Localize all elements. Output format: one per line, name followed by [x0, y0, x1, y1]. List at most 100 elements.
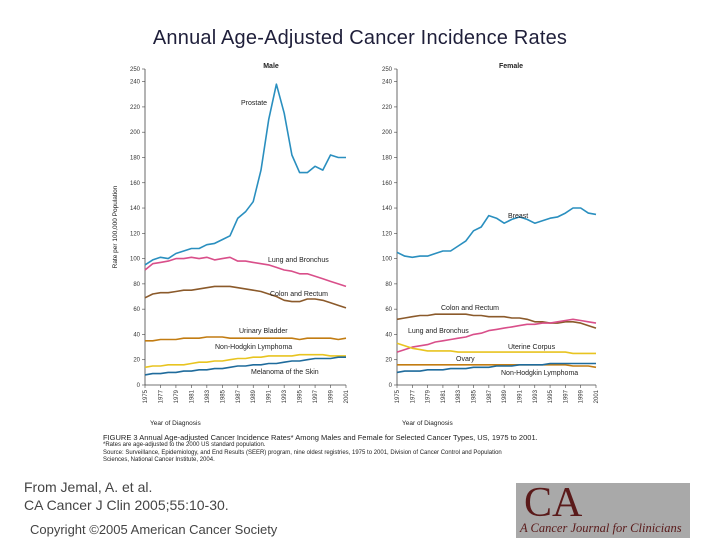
- y-tick-label: 200: [382, 130, 393, 136]
- series-line-colon-and-rectum: [144, 285, 347, 309]
- series-label-lung-and-bronchus: Lung and Bronchus: [408, 328, 469, 335]
- x-tick-label: 1981: [189, 389, 195, 403]
- y-tick-label: 250: [382, 67, 393, 73]
- series-label-lung-and-bronchus: Lung and Bronchus: [268, 257, 329, 264]
- x-tick-label: 1985: [220, 389, 226, 403]
- series-label-non-hodgkin-lymphoma: Non-Hodgkin Lymphoma: [501, 370, 578, 377]
- y-tick-label: 0: [137, 383, 141, 389]
- source-authors: From Jemal, A. et al.: [24, 479, 153, 495]
- x-tick-label: 1987: [487, 389, 493, 403]
- x-tick-label: 1989: [251, 389, 257, 403]
- figure-caption: FIGURE 3 Annual Age-adjusted Cancer Inci…: [103, 433, 614, 465]
- x-tick-label: 1977: [158, 389, 164, 403]
- journal-logo: CA A Cancer Journal for Clinicians: [516, 480, 690, 538]
- x-tick-label: 1993: [533, 389, 539, 403]
- x-tick-label: 1985: [472, 389, 478, 403]
- y-tick-label: 40: [133, 332, 140, 338]
- series-line-urinary-bladder: [145, 336, 347, 342]
- y-tick-label: 60: [133, 307, 140, 313]
- source-journal: CA Cancer J Clin 2005;55:10-30.: [24, 497, 229, 513]
- series-line-non-hodgkin-lymphoma: [144, 353, 346, 369]
- y-tick-label: 80: [385, 282, 392, 288]
- source-citation: From Jemal, A. et al. CA Cancer J Clin 2…: [24, 478, 229, 514]
- series-line-colon-and-rectum: [396, 313, 597, 329]
- x-tick-label: 1999: [329, 389, 335, 403]
- x-tick-label: 1981: [441, 389, 447, 403]
- x-tick-label: 1979: [426, 389, 432, 403]
- x-tick-label: 1975: [143, 389, 149, 403]
- logo-journal-name: A Cancer Journal for Clinicians: [520, 521, 682, 535]
- series-line-non-hodgkin-lymphoma: [396, 362, 596, 374]
- y-tick-label: 120: [130, 231, 141, 237]
- x-tick-label: 1991: [267, 389, 273, 403]
- y-tick-label: 250: [130, 67, 141, 73]
- series-label-non-hodgkin-lymphoma: Non-Hodgkin Lymphoma: [215, 344, 292, 351]
- x-tick-label: 1999: [579, 389, 585, 403]
- series-line-ovary: [397, 363, 597, 369]
- caption-title: FIGURE 3 Annual Age-adjusted Cancer Inci…: [103, 433, 538, 442]
- y-tick-label: 160: [130, 181, 141, 187]
- y-tick-label: 200: [130, 130, 141, 136]
- series-line-lung-and-bronchus: [144, 256, 347, 288]
- series-label-uterine-corpus: Uterine Corpus: [508, 344, 556, 351]
- incidence-chart: 0204060801001201401601802002202402501975…: [112, 63, 600, 427]
- x-tick-label: 1983: [456, 389, 462, 403]
- series-label-ovary: Ovary: [456, 356, 475, 363]
- y-tick-label: 120: [382, 231, 393, 237]
- y-tick-label: 240: [130, 80, 141, 86]
- series-line-melanoma-of-the-skin: [144, 356, 346, 376]
- y-tick-label: 140: [130, 206, 141, 212]
- caption-source-cont: Sciences, National Cancer Institute, 200…: [103, 457, 215, 463]
- series-label-prostate: Prostate: [241, 100, 267, 107]
- y-tick-label: 180: [382, 155, 393, 161]
- x-axis-title: Year of Diagnosis: [150, 420, 201, 427]
- caption-source: Source: Surveillance, Epidemiology, and …: [103, 449, 502, 456]
- y-tick-label: 20: [385, 358, 392, 364]
- y-tick-label: 40: [385, 332, 392, 338]
- x-tick-label: 1997: [313, 389, 319, 403]
- x-axis-title: Year of Diagnosis: [402, 420, 453, 427]
- panel-title: Female: [499, 63, 523, 70]
- x-tick-label: 1993: [282, 389, 288, 403]
- y-tick-label: 80: [133, 282, 140, 288]
- y-tick-label: 20: [133, 358, 140, 364]
- series-label-melanoma-of-the-skin: Melanoma of the Skin: [251, 369, 319, 376]
- series-line-prostate: [144, 83, 346, 266]
- x-tick-label: 2001: [344, 389, 350, 403]
- figure: 0 20 40 60 80 100 120 140 160 180 200 220 240 250 1975…: [103, 53, 614, 470]
- y-tick-label: 160: [382, 181, 393, 187]
- y-tick-label: 220: [130, 105, 141, 111]
- x-tick-label: 1987: [236, 389, 242, 403]
- y-tick-label: 0: [389, 383, 393, 389]
- x-tick-label: 2001: [594, 389, 600, 403]
- series-label-breast: Breast: [508, 213, 528, 220]
- x-tick-label: 1991: [517, 389, 523, 403]
- series-line-lung-and-bronchus: [396, 318, 597, 353]
- caption-note: *Rates are age-adjusted to the 2000 US s…: [103, 442, 266, 448]
- x-tick-label: 1975: [395, 389, 401, 403]
- y-axis-title: Rate per 100,000 Population: [112, 185, 119, 268]
- series-label-urinary-bladder: Urinary Bladder: [239, 328, 288, 335]
- x-tick-label: 1977: [410, 389, 416, 403]
- copyright-notice: Copyright ©2005 American Cancer Society: [30, 522, 278, 537]
- y-tick-label: 100: [382, 257, 393, 263]
- logo-mark: CA: [524, 480, 583, 526]
- x-tick-label: 1995: [298, 389, 304, 403]
- x-tick-label: 1997: [563, 389, 569, 403]
- slide-title: Annual Age-Adjusted Cancer Incidence Rat…: [152, 27, 568, 49]
- x-tick-label: 1983: [205, 389, 211, 403]
- series-label-colon-and-rectum: Colon and Rectum: [270, 291, 328, 298]
- y-tick-label: 220: [382, 105, 393, 111]
- y-tick-label: 180: [130, 155, 141, 161]
- y-tick-label: 100: [130, 257, 141, 263]
- panel-title: Male: [263, 63, 279, 70]
- series-line-breast: [396, 207, 597, 259]
- x-tick-label: 1995: [548, 389, 554, 403]
- x-tick-label: 1979: [174, 389, 180, 403]
- x-tick-label: 1989: [502, 389, 508, 403]
- series-line-uterine-corpus: [396, 342, 596, 355]
- series-label-colon-and-rectum: Colon and Rectum: [441, 305, 499, 312]
- y-tick-label: 60: [385, 307, 392, 313]
- y-tick-label: 240: [382, 80, 393, 86]
- y-tick-label: 140: [382, 206, 393, 212]
